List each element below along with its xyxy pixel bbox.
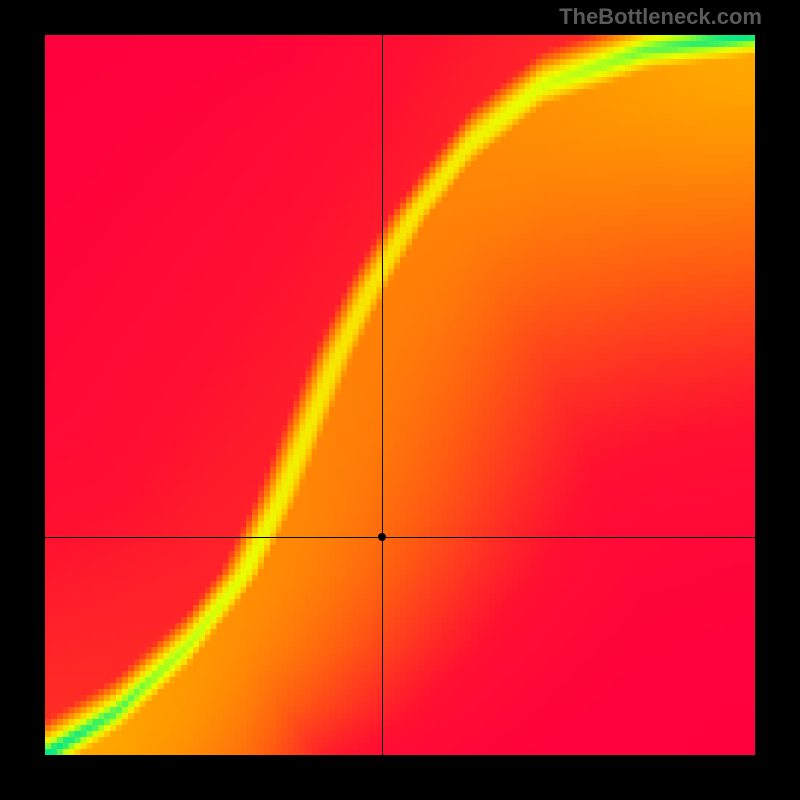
- bottleneck-heatmap: [45, 35, 755, 755]
- crosshair-marker: [378, 533, 386, 541]
- watermark-text: TheBottleneck.com: [559, 4, 762, 30]
- chart-container: { "watermark": { "text": "TheBottleneck.…: [0, 0, 800, 800]
- crosshair-horizontal: [45, 537, 755, 538]
- crosshair-vertical: [382, 35, 383, 755]
